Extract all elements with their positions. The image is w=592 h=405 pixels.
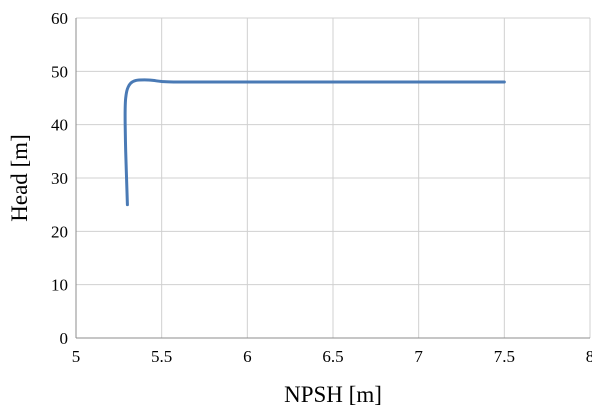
grid-lines [76,17,591,338]
series-layer [123,78,506,207]
y-tick-label: 0 [60,329,69,348]
x-tick-label: 6.5 [322,347,343,366]
y-tick-label: 40 [51,116,68,135]
tick-labels: 0 10 20 30 40 50 60 5 5.5 6 6.5 7 7.5 8 [51,9,592,366]
y-tick-label: 50 [51,62,68,81]
x-tick-label: 6 [243,347,252,366]
y-tick-label: 60 [51,9,68,28]
y-tick-label: 30 [51,169,68,188]
x-tick-label: 8 [586,347,592,366]
x-tick-label: 7 [414,347,423,366]
series-line [123,78,506,207]
plot-area [75,18,590,339]
x-tick-label: 7.5 [494,347,515,366]
x-tick-label: 5 [72,347,81,366]
y-tick-label: 10 [51,276,68,295]
y-axis-title: Head [m] [7,134,32,222]
x-axis-title: NPSH [m] [284,382,382,405]
y-tick-label: 20 [51,222,68,241]
x-tick-label: 5.5 [151,347,172,366]
